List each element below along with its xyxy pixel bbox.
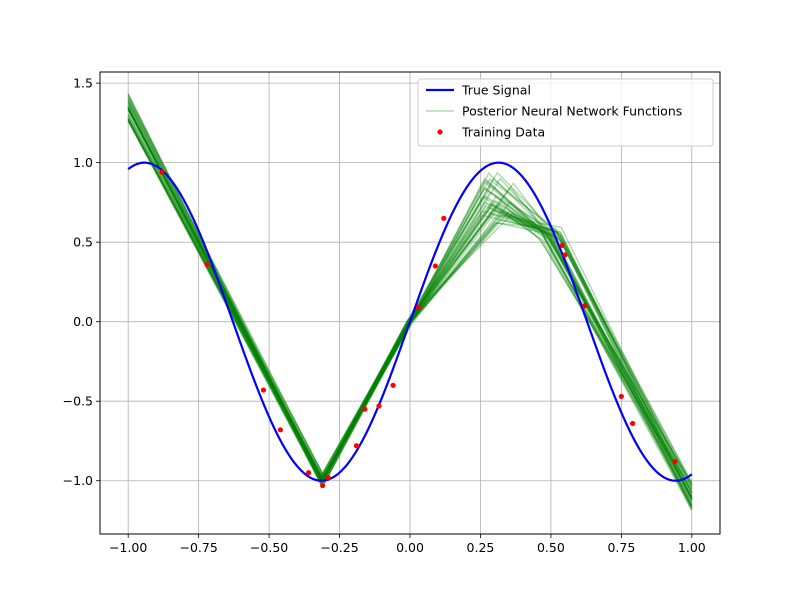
posterior-function-line xyxy=(127,119,693,508)
legend-label: True Signal xyxy=(461,83,531,98)
training-data-point xyxy=(353,443,360,449)
y-tick-label: 0.5 xyxy=(73,235,93,250)
legend-label: Posterior Neural Network Functions xyxy=(462,104,682,119)
training-data-point xyxy=(582,303,588,309)
training-data-point xyxy=(305,470,312,476)
posterior-function-line xyxy=(127,114,693,500)
training-data-point xyxy=(618,393,624,400)
posterior-function-line xyxy=(127,100,693,487)
training-data-point xyxy=(390,382,396,388)
y-tick-label: 1.5 xyxy=(73,76,93,91)
training-data-point xyxy=(159,169,165,175)
x-tick-label: −0.50 xyxy=(250,540,288,555)
posterior-function-line xyxy=(127,101,693,502)
x-tick-label: −0.75 xyxy=(179,540,217,555)
y-tick-label: 1.0 xyxy=(73,155,93,170)
training-data-point xyxy=(376,403,382,409)
posterior-function-line xyxy=(127,99,693,509)
legend-label: Training Data xyxy=(461,125,545,140)
training-data-point xyxy=(362,406,368,412)
training-data-point xyxy=(432,263,438,269)
training-data-point xyxy=(320,482,326,489)
training-data-point xyxy=(260,387,267,393)
posterior-function-line xyxy=(127,117,693,496)
posterior-function-line xyxy=(127,93,693,493)
training-data-point xyxy=(562,252,568,258)
posterior-function-line xyxy=(127,98,693,488)
y-tick-label: −0.5 xyxy=(63,394,93,409)
posterior-function-line xyxy=(127,107,693,499)
posterior-function-line xyxy=(127,95,693,511)
x-tick-label: 0.50 xyxy=(537,540,565,555)
posterior-function-line xyxy=(127,108,693,500)
x-tick-label: −0.25 xyxy=(320,540,358,555)
posterior-function-line xyxy=(127,117,693,502)
posterior-function-line xyxy=(127,118,693,508)
posterior-function-line xyxy=(127,103,693,500)
series-layer xyxy=(127,93,693,511)
training-data-point xyxy=(630,420,636,427)
posterior-function-line xyxy=(127,105,693,498)
training-data-point xyxy=(204,261,210,268)
training-data-point xyxy=(672,459,678,465)
x-tick-label: 1.00 xyxy=(678,540,706,555)
y-tick-label: 0.0 xyxy=(73,314,93,329)
ticks: −1.00 −0.75 −0.50 −0.25 0.00 0.25 0.50 0.75 1.00… xyxy=(63,76,706,555)
posterior-function-line xyxy=(127,108,693,505)
posterior-function-line xyxy=(127,108,693,490)
legend: True Signal Posterior Neural Network Func… xyxy=(417,78,714,147)
posterior-function-line xyxy=(127,108,693,491)
training-data-point xyxy=(277,427,283,433)
training-data-point xyxy=(559,242,565,248)
posterior-function-line xyxy=(127,97,693,501)
posterior-function-line xyxy=(127,93,693,483)
posterior-function-line xyxy=(127,96,693,493)
x-tick-label: 0.75 xyxy=(607,540,635,555)
x-tick-label: 0.25 xyxy=(467,540,495,555)
training-data-point xyxy=(441,215,447,221)
posterior-function-line xyxy=(127,102,693,499)
posterior-function-line xyxy=(127,113,693,494)
posterior-function-line xyxy=(127,120,693,501)
posterior-function-line xyxy=(127,107,693,506)
posterior-function-line xyxy=(127,102,693,484)
x-tick-label: 0.00 xyxy=(396,540,424,555)
legend-box xyxy=(417,78,714,147)
training-data-point xyxy=(325,474,331,481)
posterior-function-line xyxy=(127,109,693,490)
true-signal-line xyxy=(127,161,693,482)
x-tick-label: −1.00 xyxy=(109,540,147,555)
training-data-point xyxy=(415,304,422,310)
y-tick-label: −1.0 xyxy=(63,473,93,488)
legend-swatch-training-data xyxy=(437,129,443,135)
posterior-function-line xyxy=(127,120,693,509)
posterior-function-line xyxy=(127,110,693,506)
posterior-function-line xyxy=(127,106,693,498)
posterior-function-line xyxy=(127,107,693,511)
posterior-function-line xyxy=(127,118,693,498)
